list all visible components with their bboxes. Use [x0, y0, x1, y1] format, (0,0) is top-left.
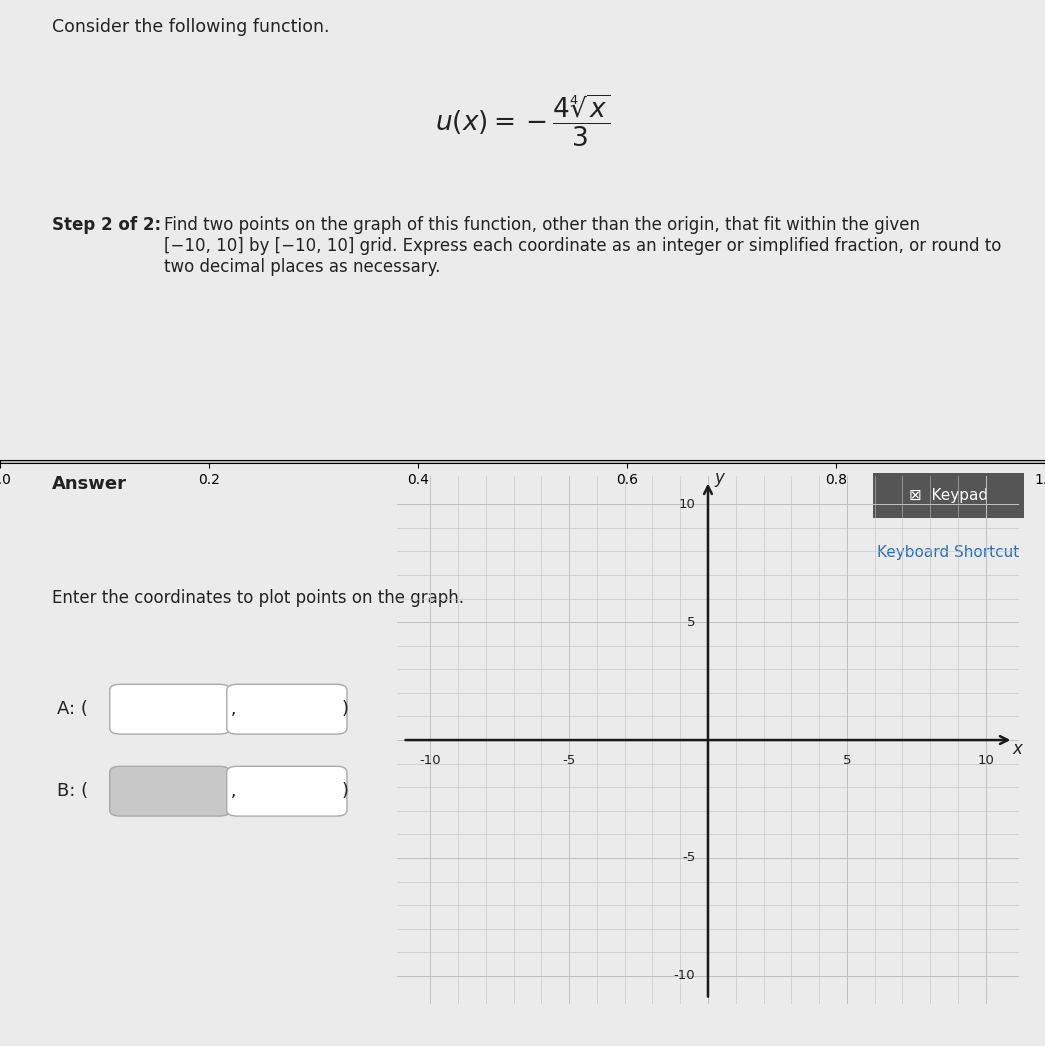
FancyBboxPatch shape	[866, 471, 1030, 520]
Text: x: x	[1013, 741, 1022, 758]
FancyBboxPatch shape	[110, 767, 230, 816]
Text: y: y	[714, 470, 724, 487]
FancyBboxPatch shape	[227, 684, 347, 734]
FancyBboxPatch shape	[227, 767, 347, 816]
Text: B: (: B: (	[57, 782, 89, 800]
Text: A: (: A: (	[57, 700, 89, 719]
Text: Keyboard Shortcut: Keyboard Shortcut	[877, 545, 1019, 561]
Text: 5: 5	[842, 754, 851, 767]
Text: Enter the coordinates to plot points on the graph.: Enter the coordinates to plot points on …	[52, 589, 464, 607]
Text: ): )	[342, 700, 349, 719]
Text: -10: -10	[674, 970, 696, 982]
Text: 5: 5	[687, 616, 696, 629]
Text: -10: -10	[420, 754, 441, 767]
Text: Answer: Answer	[52, 475, 127, 493]
Text: Consider the following function.: Consider the following function.	[52, 19, 330, 37]
Text: ,: ,	[225, 700, 236, 719]
Text: -5: -5	[562, 754, 576, 767]
Text: ,: ,	[225, 782, 236, 800]
Text: ): )	[342, 782, 349, 800]
FancyBboxPatch shape	[110, 684, 230, 734]
Text: $u(x) = -\dfrac{4\sqrt[4]{x}}{3}$: $u(x) = -\dfrac{4\sqrt[4]{x}}{3}$	[435, 92, 610, 149]
Text: ⊠  Keypad: ⊠ Keypad	[909, 487, 988, 503]
Text: 10: 10	[977, 754, 994, 767]
Text: Step 2 of 2:: Step 2 of 2:	[52, 217, 167, 234]
Text: -5: -5	[682, 851, 696, 864]
Text: 10: 10	[678, 498, 696, 510]
Text: Find two points on the graph of this function, other than the origin, that fit w: Find two points on the graph of this fun…	[164, 217, 1001, 276]
